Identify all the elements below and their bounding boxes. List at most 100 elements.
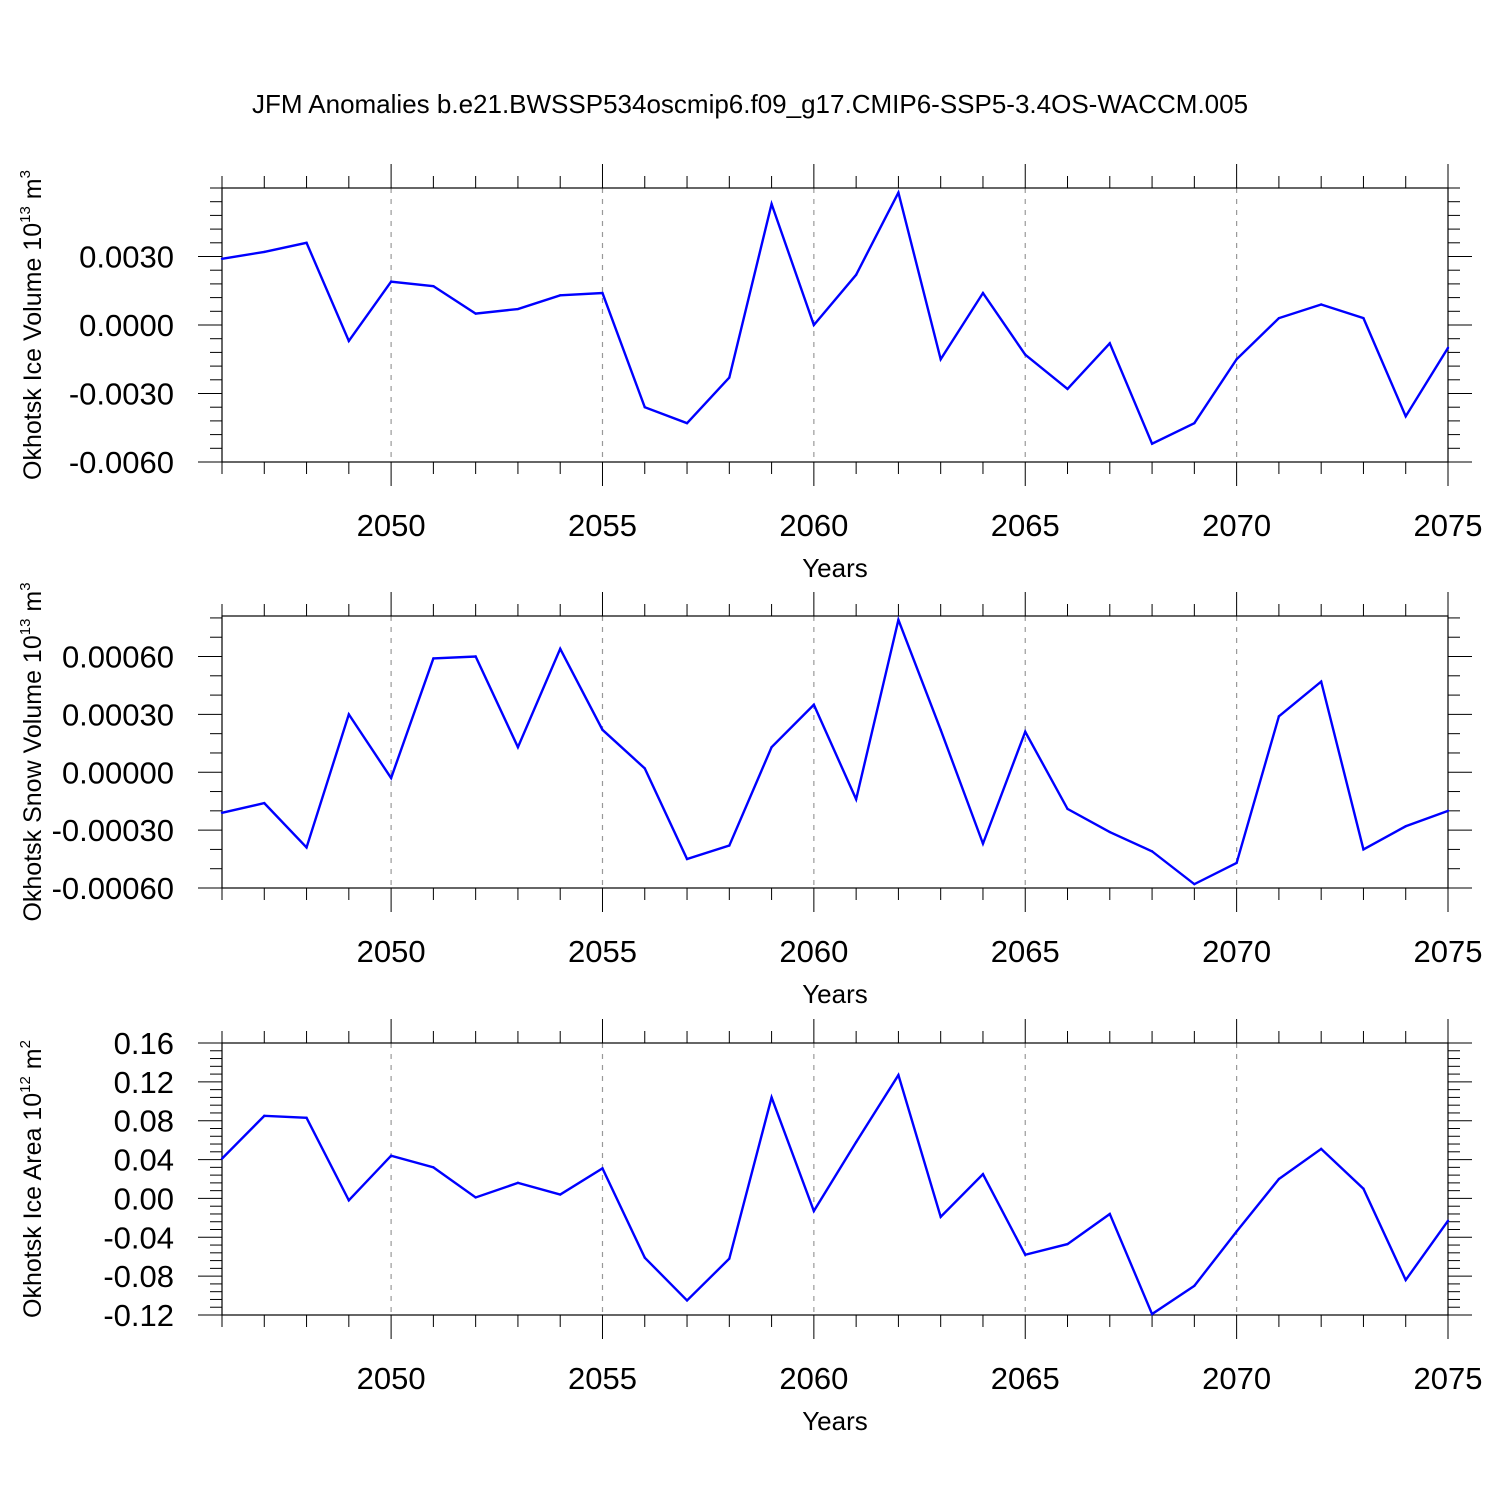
x-tick-label: 2050 — [357, 934, 426, 969]
y-tick-label: 0.08 — [114, 1104, 174, 1139]
data-point — [559, 647, 562, 650]
y-axis-label-text: Okhotsk Ice Volume 10 — [19, 223, 47, 480]
data-point — [770, 745, 773, 749]
y-axis-label-text: Okhotsk Ice Area 10 — [19, 1093, 47, 1318]
series-line — [221, 1072, 1449, 1316]
x-axis-label: Years — [802, 553, 868, 583]
data-point — [516, 307, 520, 311]
data-point — [1319, 680, 1323, 683]
x-tick-label: 2060 — [779, 934, 848, 969]
chart-title: JFM Anomalies b.e21.BWSSP534oscmip6.f09_… — [252, 89, 1248, 119]
data-point — [601, 1167, 604, 1170]
data-point — [854, 273, 858, 276]
x-tick-label: 2060 — [779, 1361, 848, 1396]
y-tick-label: 0.0030 — [79, 240, 174, 275]
data-point — [1066, 807, 1069, 811]
y-axis-label-exponent: 13 — [17, 619, 34, 636]
x-tick-label: 2055 — [568, 508, 637, 543]
data-point — [1362, 848, 1365, 851]
data-point — [305, 1116, 308, 1120]
y-axis-label-unit-exponent: 3 — [17, 170, 34, 178]
data-point — [1024, 1253, 1027, 1256]
data-point — [347, 713, 351, 716]
data-point — [347, 1199, 351, 1202]
data-point — [1150, 442, 1154, 445]
series-line — [221, 615, 1449, 886]
panel-2: 2050 2055 2060 2065 2070 2075 -0.00060 -0.00030… — [17, 582, 1482, 1009]
data-point — [812, 703, 816, 706]
data-point — [981, 1172, 985, 1176]
data-point — [601, 728, 604, 732]
data-point — [1404, 1278, 1407, 1282]
data-point — [601, 291, 604, 295]
y-tick-label: 0.00030 — [62, 697, 174, 732]
y-axis-label-unit-exponent: 2 — [17, 1040, 34, 1048]
data-point — [1235, 861, 1238, 865]
data-point — [685, 421, 689, 425]
x-tick-label: 2075 — [1414, 1361, 1483, 1396]
x-tick-label: 2070 — [1202, 934, 1271, 969]
data-point — [347, 339, 351, 343]
data-point — [939, 728, 942, 732]
x-tick-label: 2075 — [1414, 934, 1483, 969]
data-point — [1319, 303, 1323, 306]
data-point — [897, 191, 900, 194]
data-point — [1108, 1212, 1111, 1216]
data-point — [728, 844, 731, 847]
data-point — [474, 312, 477, 315]
panel-3: 2050 2055 2060 2065 2070 2075 -0.12 -0.08 -0.04 0… — [17, 1019, 1482, 1436]
data-point — [812, 1209, 816, 1213]
data-point — [263, 801, 266, 805]
data-point — [1024, 730, 1027, 733]
x-tick-label: 2060 — [779, 508, 848, 543]
data-point — [1362, 316, 1365, 320]
series-line — [221, 189, 1450, 446]
data-point — [432, 1166, 435, 1169]
data-point — [389, 776, 393, 780]
data-point — [305, 241, 308, 244]
x-tick-label: 2065 — [991, 934, 1060, 969]
data-point — [897, 618, 900, 622]
y-axis-label: Okhotsk Ice Volume 1013 m3 — [17, 170, 47, 480]
data-point — [643, 767, 646, 770]
data-point — [1362, 1187, 1365, 1190]
data-point — [1404, 415, 1407, 418]
data-point — [220, 257, 224, 260]
plot-frame — [221, 1042, 1449, 1316]
data-point — [1277, 1177, 1281, 1181]
y-tick-label: 0.0000 — [79, 308, 174, 343]
x-axis-label: Years — [802, 979, 868, 1009]
data-point — [1193, 882, 1196, 886]
y-tick-label: 0.00 — [114, 1181, 174, 1216]
y-axis-label: Okhotsk Snow Volume 1013 m3 — [17, 582, 47, 921]
data-point — [939, 358, 942, 361]
y-tick-label: 0.04 — [114, 1143, 174, 1178]
y-axis-label-exponent: 13 — [17, 206, 34, 223]
x-tick-label: 2075 — [1414, 508, 1483, 543]
data-point — [728, 376, 731, 379]
data-point — [1024, 353, 1027, 356]
data-point — [1277, 316, 1281, 320]
data-point — [1319, 1147, 1323, 1151]
data-point — [220, 811, 224, 814]
data-point — [854, 798, 858, 801]
y-axis-label-unit: m — [19, 178, 47, 206]
data-point — [263, 250, 266, 254]
x-tick-label: 2065 — [991, 508, 1060, 543]
data-point — [559, 1193, 562, 1196]
y-axis-label: Okhotsk Ice Area 1012 m2 — [17, 1040, 47, 1318]
data-point — [389, 280, 393, 283]
data-point — [812, 323, 816, 327]
y-axis-label-unit: m — [19, 1048, 47, 1076]
data-point — [685, 1299, 689, 1302]
x-tick-label: 2065 — [991, 1361, 1060, 1396]
x-tick-label: 2050 — [357, 1361, 426, 1396]
data-point — [1108, 342, 1111, 345]
data-point — [728, 1257, 731, 1260]
data-point — [981, 842, 985, 845]
data-point — [1235, 358, 1238, 361]
data-point — [305, 846, 308, 849]
data-point — [389, 1154, 393, 1157]
data-point — [474, 655, 477, 658]
chart-panels: 2050 2055 2060 2065 2070 2075 -0.0060 -0.0030 0.… — [17, 164, 1482, 1436]
